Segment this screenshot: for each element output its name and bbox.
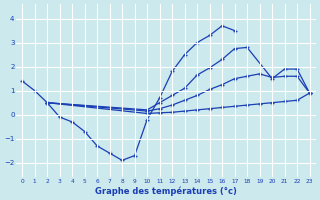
X-axis label: Graphe des températures (°c): Graphe des températures (°c) — [95, 186, 237, 196]
